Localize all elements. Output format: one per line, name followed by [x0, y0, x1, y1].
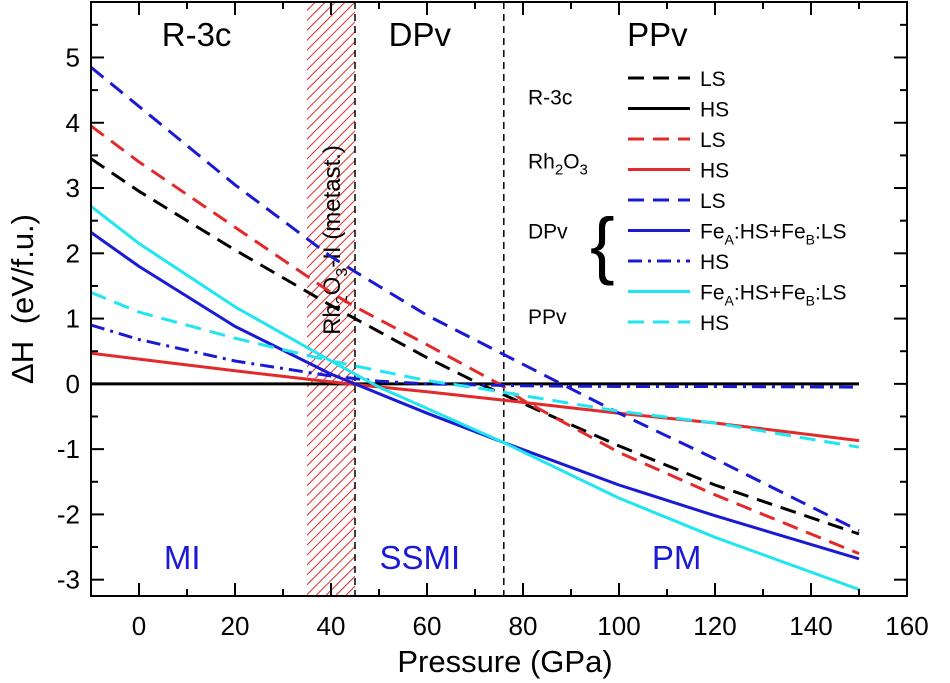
y-tick-label: 1 [66, 304, 80, 334]
x-tick-label: 120 [693, 611, 736, 641]
legend-label-part: HS [700, 251, 729, 274]
legend-group-part: PPv [528, 306, 567, 329]
legend-group-part: 2 [555, 161, 563, 178]
y-tick-label: 2 [66, 238, 80, 268]
legend-label-part: A [725, 293, 735, 309]
plot-frame [90, 1, 908, 597]
metastable-band: Rh2O3-II (metast.) [307, 2, 355, 596]
series-line-5 [91, 231, 860, 561]
series-line-2 [91, 351, 860, 443]
x-tick-label: 60 [413, 611, 442, 641]
legend-label-part: :LS [815, 221, 847, 244]
legend-label-part: B [806, 293, 815, 309]
y-axis-title-symbol: ΔH [5, 341, 40, 384]
x-tick-label: 0 [132, 611, 146, 641]
x-tick-label: 20 [221, 611, 250, 641]
legend-group-7: PPv [528, 306, 567, 329]
legend-label-7: FeA:HS+FeB:LS [700, 282, 847, 309]
legend-label-1: HS [700, 99, 729, 122]
x-tick-label: 140 [789, 611, 832, 641]
legend-label-3: HS [700, 160, 729, 183]
legend-label-part: :LS [815, 282, 847, 305]
x-tick-label: 80 [509, 611, 538, 641]
y-axis-title-unit: (eV/f.u.) [5, 214, 40, 324]
legend-label-part: :HS+Fe [734, 221, 806, 244]
legend-group-5: DPv [528, 221, 568, 244]
x-tick-label: 160 [885, 611, 928, 641]
y-tick-label: 3 [66, 173, 80, 203]
legend-group-2: Rh2O3 [528, 150, 588, 178]
data-series [91, 66, 860, 591]
legend-group-part: R-3c [528, 86, 572, 109]
legend-group-0: R-3c [528, 86, 572, 109]
legend-label-part: :HS+Fe [734, 282, 806, 305]
series-line-1 [91, 157, 860, 536]
region-label-0: MI [164, 539, 201, 576]
y-tick-label: -2 [57, 499, 80, 529]
legend-group-part: DPv [528, 221, 568, 244]
legend-label-part: B [806, 232, 815, 248]
metastable-band-label-part-4: -II (metast.) [319, 145, 346, 268]
legend-label-6: HS [700, 251, 729, 274]
legend-label-4: LS [700, 190, 726, 213]
metastable-band-label-part-3: 3 [334, 268, 351, 277]
x-tick-label: 40 [317, 611, 346, 641]
series-line-8 [91, 291, 860, 449]
series-line-7 [91, 205, 860, 591]
y-tick-label: 4 [66, 108, 80, 138]
legend-label-part: HS [700, 312, 729, 335]
legend-label-part: HS [700, 160, 729, 183]
legend: LSHSLSHSLSFeA:HS+FeB:LSHSFeA:HS+FeB:LSHS… [528, 68, 847, 335]
legend-label-part: LS [700, 190, 726, 213]
y-tick-label: 0 [66, 369, 80, 399]
y-tick-label: 5 [66, 42, 80, 72]
legend-label-0: LS [700, 68, 726, 91]
legend-label-part: Fe [700, 282, 725, 305]
y-tick-label: -1 [57, 434, 80, 464]
legend-label-part: LS [700, 129, 726, 152]
legend-label-5: FeA:HS+FeB:LS [700, 221, 847, 248]
y-tick-label: -3 [57, 565, 80, 595]
x-axis-title: Pressure (GPa) [397, 644, 612, 679]
metastable-band-label-part-0: Rh [319, 304, 346, 335]
legend-group-part: Rh [528, 150, 555, 173]
series-line-6 [91, 323, 860, 389]
y-axis-title: ΔH (eV/f.u.) [5, 214, 40, 384]
phase-boundaries [354, 2, 505, 596]
region-label-1: SSMI [379, 539, 460, 576]
legend-label-part: HS [700, 99, 729, 122]
legend-label-part: Fe [700, 221, 725, 244]
dpv-group-brace: { [590, 203, 615, 286]
phase-label-1: DPv [389, 16, 452, 53]
legend-group-part: 3 [580, 161, 588, 178]
region-label-2: PM [652, 539, 702, 576]
legend-label-8: HS [700, 312, 729, 335]
x-tick-label: 100 [597, 611, 640, 641]
legend-label-part: A [725, 232, 735, 248]
legend-group-part: O [563, 150, 579, 173]
metastable-band-hatch [307, 2, 355, 596]
series-line-3 [91, 124, 860, 555]
legend-label-2: LS [700, 129, 726, 152]
chart-labels: R-3c DPv PPv MI SSMI PM [162, 16, 702, 576]
phase-label-0: R-3c [162, 16, 232, 53]
legend-label-part: LS [700, 68, 726, 91]
phase-label-2: PPv [627, 16, 688, 53]
